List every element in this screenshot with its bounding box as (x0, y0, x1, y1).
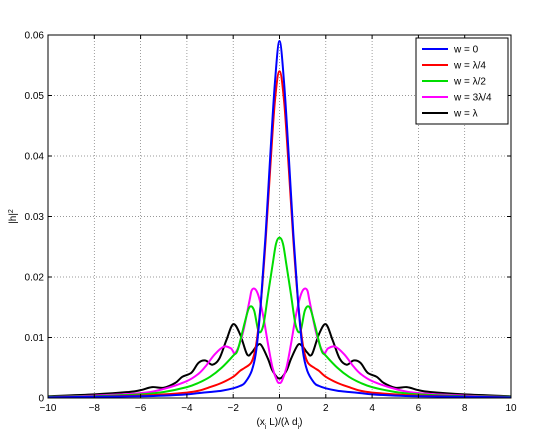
y-tick-label: 0.01 (25, 333, 45, 344)
x-tick-label: −6 (135, 403, 147, 414)
legend-entry: w = λ/4 (453, 61, 486, 72)
x-axis-label: (xi L)/(λ di) (257, 417, 303, 431)
x-tick-label: 8 (462, 403, 468, 414)
x-tick-label: 6 (416, 403, 422, 414)
x-tick-label: 2 (323, 403, 329, 414)
legend-entry: w = λ/2 (453, 77, 486, 88)
y-tick-label: 0.03 (25, 212, 45, 223)
x-tick-label: 4 (369, 403, 375, 414)
y-tick-label: 0.04 (25, 152, 45, 163)
y-axis-label: |h|2 (8, 209, 20, 224)
series-line-4 (47, 323, 512, 398)
legend-entry: w = 3λ/4 (453, 93, 492, 104)
legend-entry: w = λ (453, 109, 478, 120)
y-axis-label-text: |h|2 (8, 209, 20, 224)
y-tick-label: 0.06 (25, 31, 45, 42)
series-line-3 (47, 287, 512, 398)
y-tick-label: 0 (38, 394, 44, 405)
series-lines (47, 40, 512, 399)
axis-ticks: −10 −8 −6 −4 −2 0 2 4 6 8 10 0 0.01 0.02 0.03 0.04 0.05 0… (25, 31, 517, 415)
x-axis-label-text: (xi L)/(λ di) (257, 417, 303, 431)
y-tick-label: 0.05 (25, 91, 45, 102)
x-tick-label: −10 (40, 403, 57, 414)
x-tick-label: −2 (227, 403, 239, 414)
x-tick-label: 10 (505, 403, 517, 414)
y-tick-label: 0.02 (25, 273, 45, 284)
x-tick-label: −8 (89, 403, 101, 414)
x-tick-label: −4 (181, 403, 193, 414)
x-tick-label: 0 (277, 403, 283, 414)
legend: w = 0 w = λ/4 w = λ/2 w = 3λ/4 w = λ (415, 37, 509, 125)
series-line-0 (47, 40, 512, 399)
series-line-1 (47, 70, 512, 399)
series-line-2 (47, 236, 512, 398)
legend-entry: w = 0 (453, 45, 479, 56)
